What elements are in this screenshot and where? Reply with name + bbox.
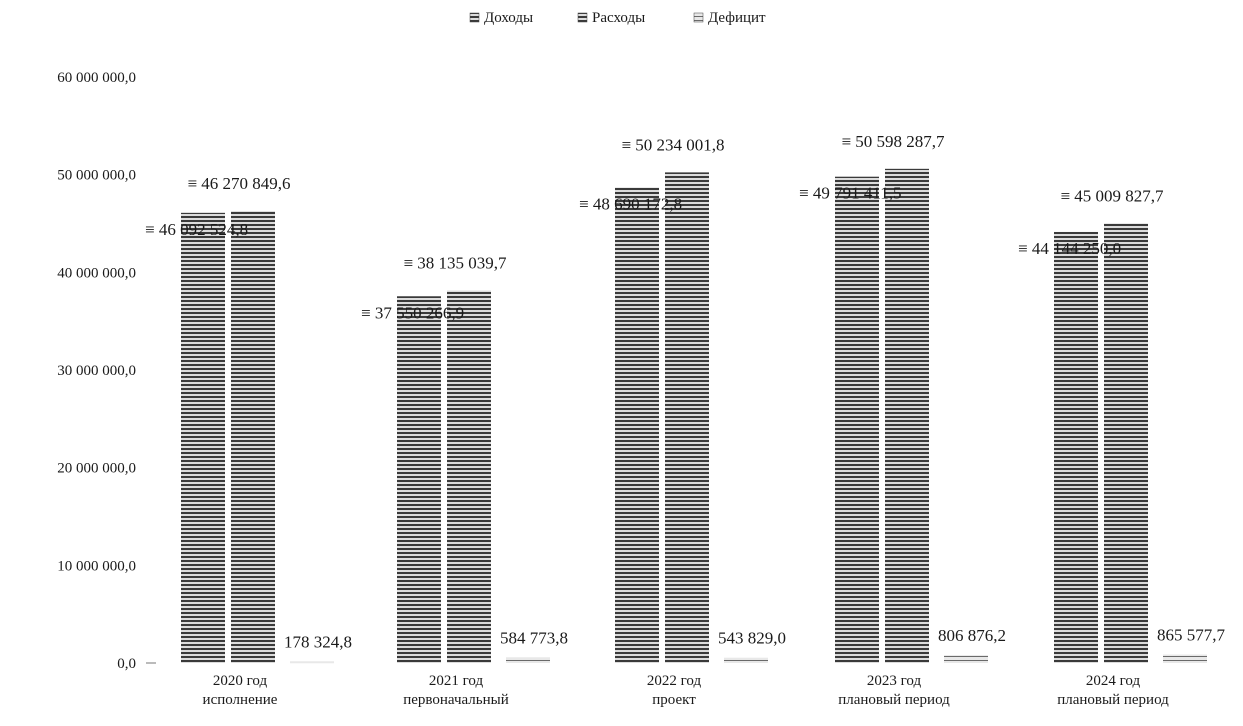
y-tick-label: 50 000 000,0	[57, 168, 136, 184]
legend-label: Доходы	[484, 10, 533, 26]
bar-Доходы	[1054, 231, 1098, 663]
data-labels: ≡ 46 092 524,8 ≡ 46 270 849,6 178 324,8 ≡ 3…	[145, 132, 1226, 651]
data-label-deficit: 178 324,8	[284, 632, 352, 651]
x-category-label: 2022 год	[647, 673, 702, 689]
x-category-label: 2024 год	[1086, 673, 1141, 689]
y-tick-label: 20 000 000,0	[57, 461, 136, 477]
y-tick-label: 60 000 000,0	[57, 70, 136, 86]
x-category-label: 2020 год	[213, 673, 268, 689]
bar-Доходы	[397, 296, 441, 663]
legend: Доходы Расходы Дефицит	[469, 10, 766, 26]
data-label-deficit: 806 876,2	[938, 626, 1006, 645]
data-label-expense: ≡ 50 598 287,7	[841, 132, 945, 151]
bar-Доходы	[181, 212, 225, 663]
data-label-income: ≡ 44 144 250,0	[1018, 239, 1121, 258]
legend-label: Расходы	[592, 10, 645, 26]
bar-Дефицит	[290, 661, 334, 664]
data-label-expense: ≡ 50 234 001,8	[621, 135, 724, 154]
bars	[181, 168, 1207, 664]
x-axis: 2020 год исполнение 2021 год первоначальный…	[203, 673, 1170, 708]
legend-swatch	[577, 12, 588, 23]
bar-Дефицит	[724, 657, 768, 663]
data-label-expense: ≡ 45 009 827,7	[1060, 186, 1164, 205]
bar-Дефицит	[1163, 654, 1207, 663]
y-tick-label: 40 000 000,0	[57, 265, 136, 281]
bar-Расходы	[665, 172, 709, 663]
x-category-label: первоначальный	[403, 692, 509, 708]
data-label-expense: ≡ 46 270 849,6	[187, 174, 290, 193]
y-axis: 0,0 10 000 000,0 20 000 000,0 30 000 000,0 4…	[57, 70, 156, 672]
data-label-expense: ≡ 38 135 039,7	[403, 254, 507, 273]
data-label-income: ≡ 49 791 411,5	[799, 184, 901, 203]
bar-Доходы	[615, 187, 659, 664]
x-category-label: проект	[652, 692, 696, 708]
bar-Расходы	[447, 290, 491, 663]
bar-Расходы	[1104, 223, 1148, 663]
data-label-income: ≡ 48 690 172,8	[579, 194, 682, 213]
data-label-deficit: 865 577,7	[1157, 626, 1226, 645]
y-tick-label: 0,0	[117, 656, 136, 672]
bar-Доходы	[835, 176, 879, 663]
bar-Дефицит	[506, 657, 550, 663]
legend-swatch	[693, 12, 704, 23]
data-label-income: ≡ 46 092 524,8	[145, 220, 248, 239]
legend-label: Дефицит	[708, 10, 766, 26]
bar-Дефицит	[944, 655, 988, 663]
data-label-deficit: 543 829,0	[718, 629, 786, 648]
y-tick-label: 10 000 000,0	[57, 558, 136, 574]
y-tick-label: 30 000 000,0	[57, 363, 136, 379]
data-label-income: ≡ 37 550 266,9	[361, 303, 464, 322]
x-category-label: исполнение	[203, 692, 278, 708]
legend-swatch	[469, 12, 480, 23]
x-category-label: плановый период	[838, 692, 950, 708]
x-category-label: 2023 год	[867, 673, 922, 689]
x-category-label: 2021 год	[429, 673, 484, 689]
x-category-label: плановый период	[1057, 692, 1169, 708]
bar-Расходы	[885, 168, 929, 663]
data-label-deficit: 584 773,8	[500, 628, 568, 647]
bar-Расходы	[231, 211, 275, 664]
